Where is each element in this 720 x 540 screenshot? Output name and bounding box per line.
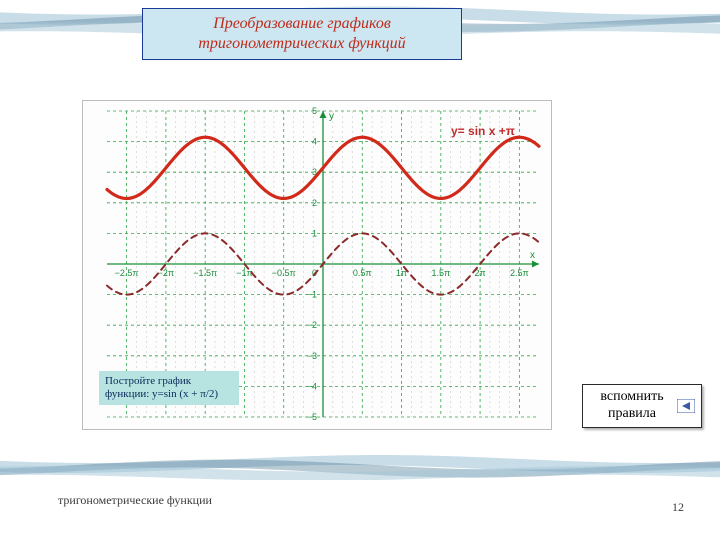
svg-text:−0.5π: −0.5π <box>272 268 296 278</box>
title-box: Преобразование графиков тригонометрическ… <box>142 8 462 60</box>
chart-area: −2.5π−2π−1.5π−1π−0.5π0.5π1π1.5π2π2.5π−5−… <box>82 100 552 430</box>
svg-text:−2: −2 <box>307 320 317 330</box>
back-icon <box>677 399 695 413</box>
svg-text:−2π: −2π <box>158 268 174 278</box>
remember-button-label: вспомнить правила <box>583 389 681 423</box>
svg-text:−1: −1 <box>307 290 317 300</box>
svg-text:y: y <box>329 111 334 122</box>
svg-text:1: 1 <box>312 228 317 238</box>
footer-text: тригонометрические функции <box>58 494 218 507</box>
svg-text:2: 2 <box>312 198 317 208</box>
svg-text:−2.5π: −2.5π <box>115 268 139 278</box>
task-box: Постройте график функции: y=sin (x + π/2… <box>99 371 239 405</box>
svg-text:−4: −4 <box>307 381 317 391</box>
svg-text:5: 5 <box>312 106 317 116</box>
svg-text:0.5π: 0.5π <box>353 268 372 278</box>
svg-text:1.5π: 1.5π <box>431 268 450 278</box>
slide-title: Преобразование графиков тригонометрическ… <box>149 14 455 54</box>
svg-text:4: 4 <box>312 137 317 147</box>
svg-text:−1π: −1π <box>236 268 252 278</box>
svg-text:−3: −3 <box>307 351 317 361</box>
page-number: 12 <box>672 500 684 515</box>
svg-text:−5: −5 <box>307 412 317 422</box>
slide: Преобразование графиков тригонометрическ… <box>0 0 720 540</box>
svg-text:2.5π: 2.5π <box>510 268 529 278</box>
remember-button[interactable]: вспомнить правила <box>582 384 702 428</box>
svg-text:−1.5π: −1.5π <box>193 268 217 278</box>
svg-text:x: x <box>530 250 535 261</box>
decor-band-bottom <box>0 452 720 480</box>
function-label: y= sin x +π <box>451 125 515 138</box>
